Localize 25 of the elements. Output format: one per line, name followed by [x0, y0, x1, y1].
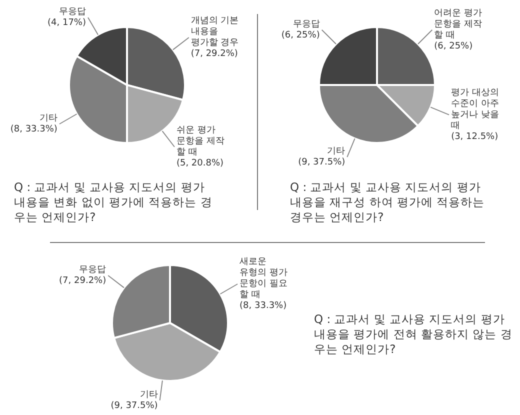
slice-label: 무응답: [292, 19, 320, 30]
slice-label: 무응답: [79, 265, 106, 276]
slice-label: 기타: [140, 390, 158, 400]
slice-label: 새로운 유형의 평가 문항이 필요 할 때: [240, 257, 288, 300]
data-label: (8, 33.3%): [240, 301, 287, 311]
text: Q : 교과서 및 교사용 지도서의 평가 내용을 재구성 하여 평가에 적용하는 경우는 언제인가?: [290, 180, 486, 225]
data-label: (5, 20.8%): [176, 158, 224, 168]
slice-label: 기타: [39, 114, 58, 124]
data-label: (7, 29.2%): [190, 49, 238, 60]
data-label: (3, 12.5%): [451, 132, 498, 142]
data-label: (6, 25%): [281, 30, 320, 40]
data-label: (4, 17%): [48, 18, 86, 28]
text: Q : 교과서 및 교사용 지도서의 평가 내용을 변화 없이 평가에 적용하는 경우는 언제인가?: [14, 180, 214, 225]
slice-label: 쉬운 평가 문항을 제작 할 때: [176, 125, 224, 158]
data-label: (9, 37.5%): [298, 158, 346, 168]
data-label: (6, 25%): [434, 41, 473, 52]
slice-label: 어려운 평가 문항을 제작 할 때: [434, 8, 482, 40]
data-label: (9, 37.5%): [110, 400, 158, 411]
slice-label: 평가 대상의 수준이 아주 높거나 낮을 때: [451, 88, 499, 131]
slice-label: 무응답: [59, 6, 86, 17]
text: Q : 교과서 및 교사용 지도서의 평가 내용을 평가에 전혀 활용하지 않는 경우는 언제인가?: [314, 312, 514, 357]
slice-label: 개념의 기본 내용을 평가할 경우: [190, 16, 239, 48]
slice-label: 기타: [327, 146, 346, 157]
data-label: (7, 29.2%): [59, 276, 106, 286]
data-label: (8, 33.3%): [10, 124, 58, 134]
